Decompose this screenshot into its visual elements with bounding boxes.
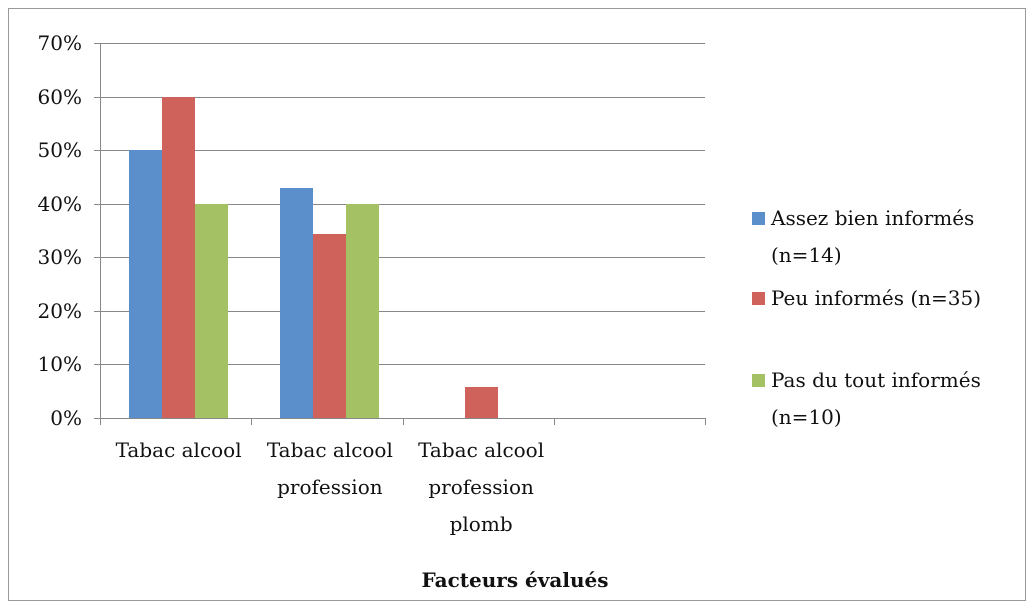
- y-tick-label: 0%: [50, 406, 82, 430]
- grid-line: [100, 364, 705, 366]
- y-tick-label: 10%: [37, 352, 82, 377]
- y-tick-label: 60%: [37, 84, 82, 109]
- grid-line: [100, 310, 705, 312]
- y-tick: [94, 257, 100, 259]
- legend-label: Pas du tout informés (n=10): [771, 368, 981, 429]
- bar: [195, 203, 229, 418]
- y-tick: [94, 310, 100, 312]
- y-tick: [94, 96, 100, 98]
- legend-swatch: [752, 212, 765, 225]
- y-axis: [100, 43, 101, 418]
- frame: [8, 8, 1026, 601]
- grid-line: [100, 43, 705, 44]
- bar: [129, 150, 163, 418]
- x-tick-label: Tabac alcool: [115, 438, 242, 462]
- bar: [280, 187, 314, 418]
- grid-line: [100, 150, 705, 152]
- y-tick: [94, 150, 100, 152]
- legend-swatch: [752, 374, 765, 387]
- grid-line: [100, 96, 705, 98]
- legend-swatch: [752, 292, 765, 305]
- bar: [162, 96, 196, 418]
- y-tick: [94, 418, 100, 419]
- y-tick-label: 40%: [37, 191, 82, 216]
- y-tick-label: 70%: [37, 31, 82, 55]
- x-tick: [705, 418, 706, 425]
- x-tick: [100, 418, 101, 425]
- bar: [313, 234, 347, 418]
- bar: [464, 387, 498, 418]
- legend-label: Assez bien informés (n=14): [771, 206, 975, 267]
- grid-line: [100, 257, 705, 259]
- y-tick: [94, 364, 100, 366]
- legend-label: Peu informés (n=35): [771, 286, 982, 310]
- y-tick-label: 30%: [37, 245, 82, 270]
- x-tick: [251, 418, 253, 425]
- bar: [346, 203, 380, 418]
- y-tick: [94, 203, 100, 205]
- x-tick: [402, 418, 404, 425]
- grid-line: [100, 203, 705, 205]
- y-tick: [94, 43, 100, 44]
- x-tick: [553, 418, 555, 425]
- y-tick-label: 20%: [37, 298, 82, 323]
- y-tick-label: 50%: [37, 138, 82, 163]
- x-tick-label: Tabac alcool profession: [266, 438, 393, 499]
- x-axis-title: Facteurs évalués: [421, 568, 609, 592]
- x-tick-label: Tabac alcool profession plomb: [418, 438, 545, 536]
